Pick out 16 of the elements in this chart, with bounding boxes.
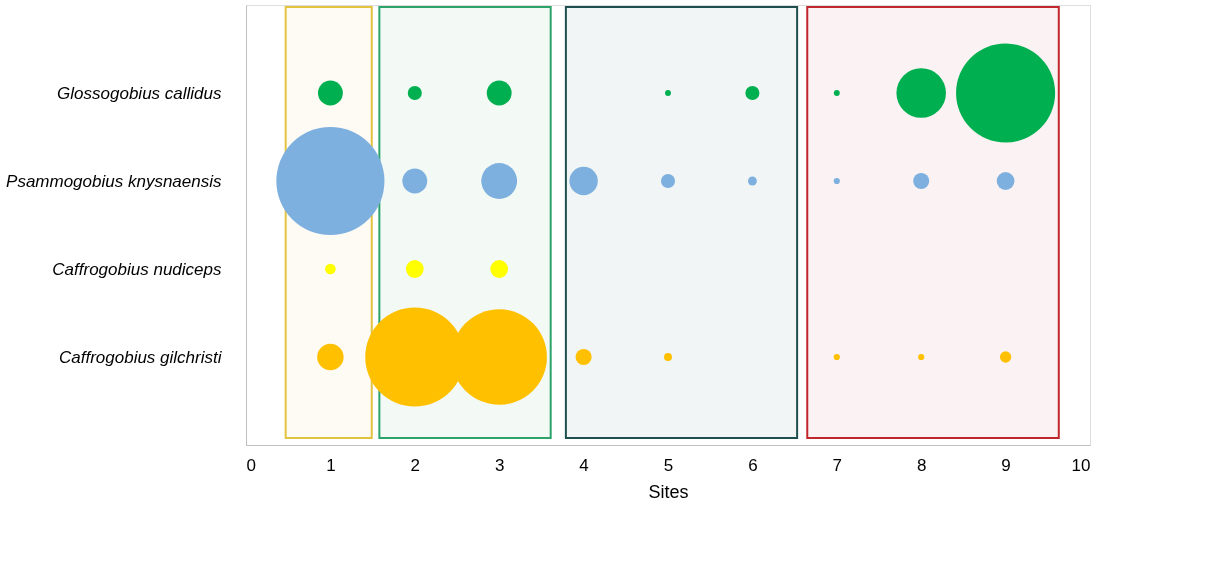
y-tick-label: Caffrogobius gilchristi (58, 347, 223, 367)
x-tick-label: 10 (1071, 455, 1091, 475)
y-tick-label: Caffrogobius nudiceps (52, 259, 222, 279)
x-tick-label: 4 (579, 455, 589, 475)
x-tick-label: 5 (663, 455, 674, 475)
x-tick-label: 6 (748, 455, 758, 475)
x-tick-label: 1 (326, 455, 336, 475)
x-tick-label: 9 (1001, 455, 1011, 475)
x-tick-label: 0 (246, 455, 256, 475)
y-tick-label: Psammogobius knysnaensis (6, 171, 222, 191)
x-tick-label: 3 (494, 455, 505, 475)
x-axis-title: Sites (648, 481, 689, 502)
x-tick-label: 2 (410, 455, 421, 475)
x-tick-label: 8 (916, 455, 927, 475)
y-tick-label: Glossogobius callidus (57, 83, 222, 103)
x-tick-label: 7 (832, 455, 843, 475)
